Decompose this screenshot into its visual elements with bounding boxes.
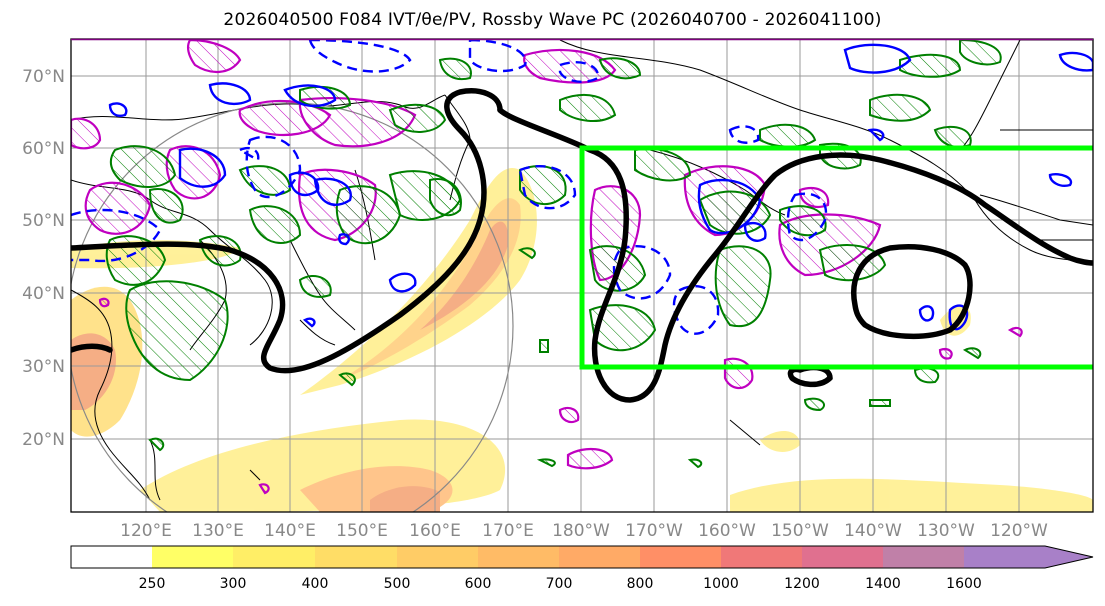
colorbar-segment	[233, 546, 315, 568]
lat-label: 30°N	[22, 357, 65, 377]
colorbar: 250 300 400 500 600 700 800 1000 1200 14…	[70, 545, 1094, 592]
lon-label: 180°W	[552, 521, 610, 541]
colorbar-tick-label: 1600	[946, 576, 982, 592]
lon-label: 170°W	[625, 521, 683, 541]
lat-label: 70°N	[22, 67, 65, 87]
colorbar-segment	[883, 546, 964, 568]
colorbar-segment	[802, 546, 883, 568]
colorbar-tick-label: 700	[546, 576, 573, 592]
colorbar-segment	[559, 546, 640, 568]
colorbar-segment	[478, 546, 559, 568]
rossby-wave-highlight-box	[579, 145, 1093, 370]
colorbar-outline	[70, 545, 1094, 569]
lat-label: 50°N	[22, 211, 65, 231]
lon-label: 170°E	[482, 521, 534, 541]
colorbar-tick-label: 1000	[703, 576, 739, 592]
lon-label: 150°E	[336, 521, 388, 541]
latitude-labels: 70°N 60°N 50°N 40°N 30°N 20°N	[22, 67, 65, 450]
colorbar-tick-label: 800	[627, 576, 654, 592]
colorbar-segment	[721, 546, 802, 568]
longitude-labels: 120°E 130°E 140°E 150°E 160°E 170°E 180°…	[120, 521, 1048, 541]
rossby-wave-contour	[71, 88, 1093, 403]
colorbar-segment	[152, 546, 233, 568]
lon-label: 130°E	[192, 521, 244, 541]
colorbar-tick-label: 500	[384, 576, 411, 592]
colorbar-tick-label: 1400	[865, 576, 901, 592]
lon-label: 140°W	[844, 521, 902, 541]
lat-label: 40°N	[22, 284, 65, 304]
colorbar-segment	[397, 546, 478, 568]
colorbar-segment	[71, 546, 152, 568]
lat-label: 20°N	[22, 430, 65, 450]
lon-label: 120°E	[120, 521, 172, 541]
lon-label: 160°E	[409, 521, 461, 541]
colorbar-tick-label: 600	[465, 576, 492, 592]
lon-label: 120°W	[990, 521, 1048, 541]
lon-label: 140°E	[264, 521, 316, 541]
map-contents	[71, 39, 1093, 512]
colorbar-tick-label: 400	[302, 576, 329, 592]
colorbar-extend-arrow	[1045, 546, 1093, 568]
theta-e-contours-blue-dashed	[71, 39, 828, 335]
theta-e-contours-blue	[108, 43, 1093, 331]
colorbar-tick-label: 250	[139, 576, 166, 592]
colorbar-segment	[964, 546, 1045, 568]
colorbar-tick-label: 300	[220, 576, 247, 592]
colorbar-segment	[315, 546, 397, 568]
lon-label: 130°W	[917, 521, 975, 541]
lon-label: 150°W	[771, 521, 829, 541]
colorbar-segment	[640, 546, 721, 568]
lat-label: 60°N	[22, 139, 65, 159]
lon-label: 160°W	[698, 521, 756, 541]
map-title: 2026040500 F084 IVT/θe/PV, Rossby Wave P…	[223, 10, 882, 30]
pv-contours-green	[105, 39, 1002, 469]
colorbar-tick-label: 1200	[784, 576, 820, 592]
